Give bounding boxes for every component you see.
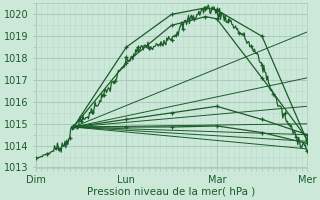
X-axis label: Pression niveau de la mer( hPa ): Pression niveau de la mer( hPa ) — [87, 187, 256, 197]
